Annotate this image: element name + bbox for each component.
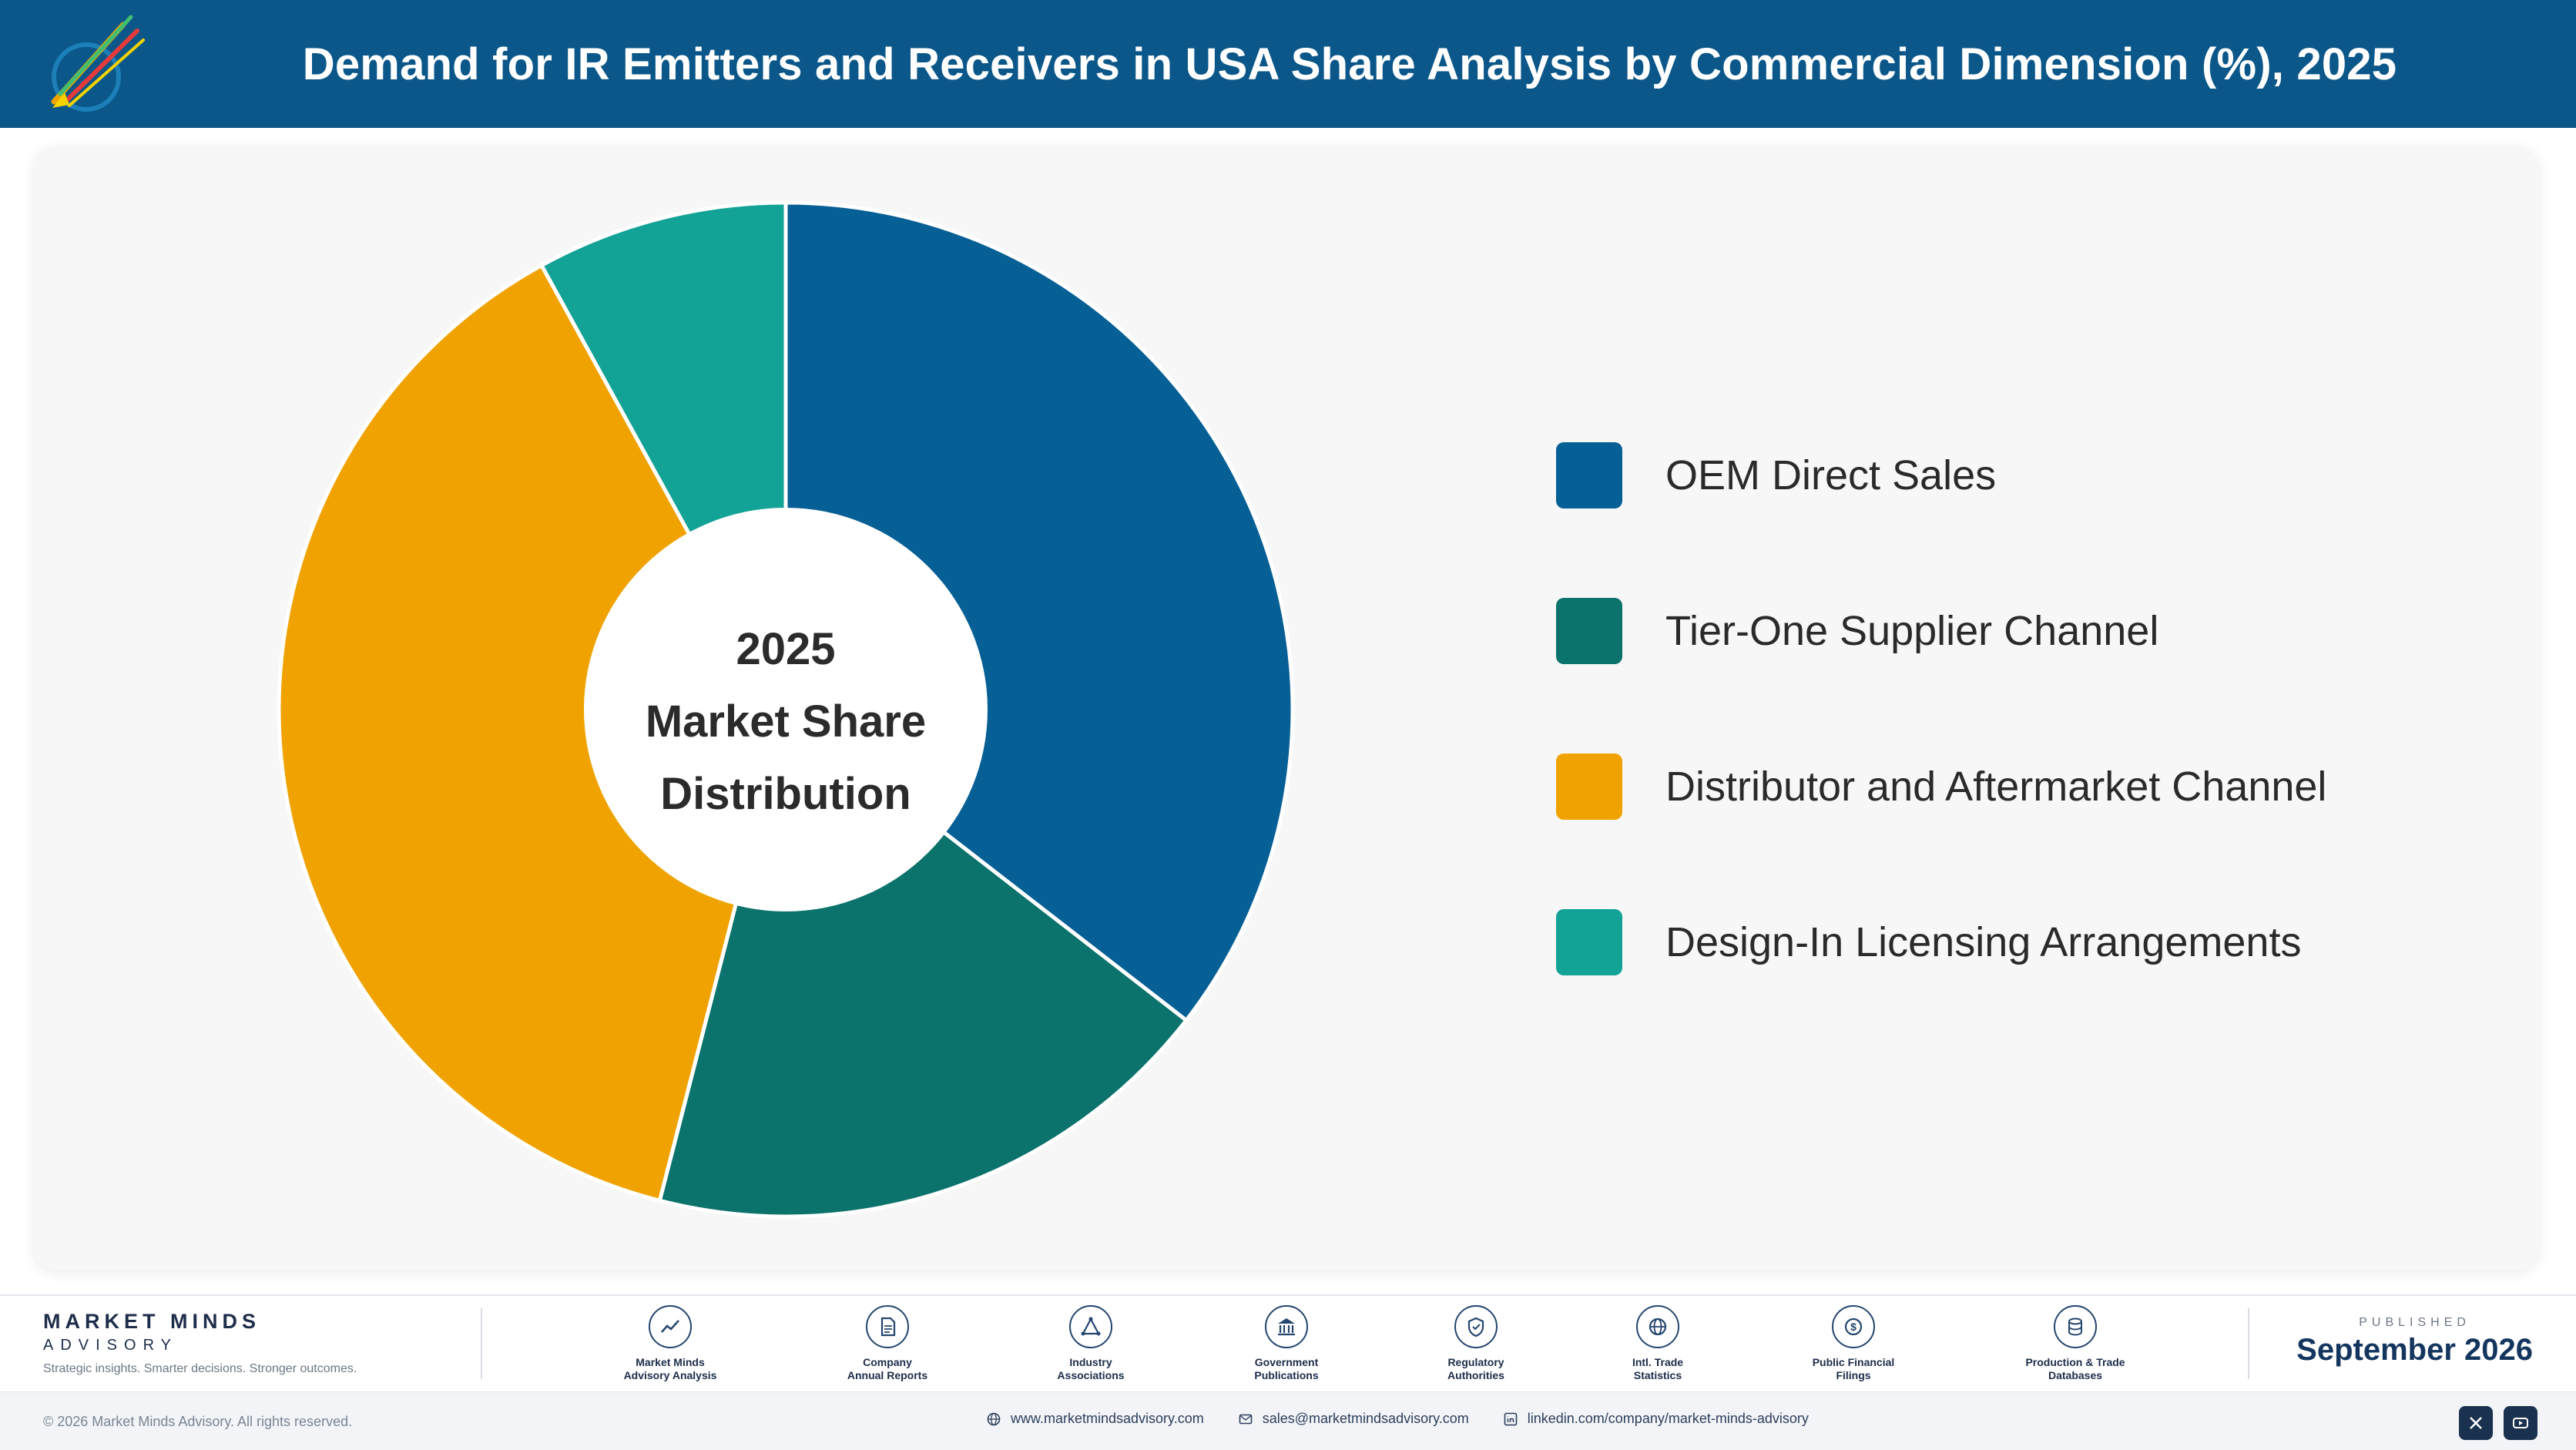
bank-icon xyxy=(1265,1305,1308,1348)
linkedin-link[interactable]: linkedin.com/company/market-minds-adviso… xyxy=(1503,1411,1809,1427)
published-date: September 2026 xyxy=(2296,1333,2533,1367)
brand-subtitle: ADVISORY xyxy=(43,1337,178,1354)
header-bar: Demand for IR Emitters and Receivers in … xyxy=(0,0,2576,128)
bottom-bar: © 2026 Market Minds Advisory. All rights… xyxy=(0,1391,2576,1450)
database-icon xyxy=(2054,1305,2097,1348)
pie-slice-oem-direct-sales xyxy=(783,200,1295,1022)
website-link[interactable]: www.marketmindsadvisory.com xyxy=(986,1411,1204,1427)
source-item: Regulatory Authorities xyxy=(1399,1305,1553,1382)
svg-text:$: $ xyxy=(1850,1321,1857,1333)
donut-hole xyxy=(584,508,988,911)
source-label: Intl. Trade Statistics xyxy=(1632,1356,1684,1381)
x-icon xyxy=(2470,1417,2482,1429)
network-icon xyxy=(1069,1305,1112,1348)
linkedin-icon xyxy=(1504,1412,1518,1425)
source-label: Regulatory Authorities xyxy=(1447,1356,1504,1381)
legend-label: Tier-One Supplier Channel xyxy=(1665,608,2159,654)
source-label: Government Publications xyxy=(1254,1356,1319,1381)
center-label-line-3: Distribution xyxy=(660,769,911,819)
globe-icon xyxy=(1636,1305,1679,1348)
source-label: Market Minds Advisory Analysis xyxy=(623,1356,717,1381)
social-links xyxy=(2448,1406,2537,1440)
source-item: Market Minds Advisory Analysis xyxy=(593,1305,747,1382)
mail-icon xyxy=(1239,1414,1253,1424)
footer-brand: MARKET MINDS ADVISORY Strategic insights… xyxy=(43,1310,357,1376)
source-item: Intl. Trade Statistics xyxy=(1581,1305,1735,1382)
source-item: $ Public Financial Filings xyxy=(1776,1305,1930,1382)
legend-label: OEM Direct Sales xyxy=(1665,452,1997,498)
legend-label: Design-In Licensing Arrangements xyxy=(1665,919,2302,965)
email-link[interactable]: sales@marketmindsadvisory.com xyxy=(1238,1411,1469,1427)
source-item: Production & Trade Databases xyxy=(1998,1305,2152,1382)
copyright-text: © 2026 Market Minds Advisory. All rights… xyxy=(43,1414,353,1429)
pie-slice-distributor-and-aftermarket-channel xyxy=(277,263,788,1203)
legend-label: Distributor and Aftermarket Channel xyxy=(1665,764,2327,810)
page-title: Demand for IR Emitters and Receivers in … xyxy=(302,39,2397,89)
legend-swatch xyxy=(1556,598,1622,664)
chart-legend: OEM Direct Sales Tier-One Supplier Chann… xyxy=(1556,442,2326,1065)
email-text: sales@marketmindsadvisory.com xyxy=(1262,1411,1469,1426)
legend-swatch xyxy=(1556,442,1622,509)
chart-line-icon xyxy=(649,1305,692,1348)
linkedin-text: linkedin.com/company/market-minds-adviso… xyxy=(1527,1411,1809,1426)
brand-name: MARKET MINDS xyxy=(43,1310,260,1333)
contact-links: www.marketmindsadvisory.com sales@market… xyxy=(986,1411,1843,1427)
youtube-social-button[interactable] xyxy=(2504,1406,2537,1440)
website-text: www.marketmindsadvisory.com xyxy=(1011,1411,1204,1426)
youtube-icon xyxy=(2513,1418,2528,1428)
x-social-button[interactable] xyxy=(2459,1406,2493,1440)
footer-divider xyxy=(481,1308,482,1379)
source-label: Company Annual Reports xyxy=(847,1356,928,1381)
center-label-line-2: Market Share xyxy=(646,696,926,747)
globe-icon xyxy=(987,1412,1001,1425)
document-icon xyxy=(866,1305,909,1348)
center-label-line-1: 2025 xyxy=(736,624,835,674)
brand-logo-icon xyxy=(51,15,145,112)
published-label: PUBLISHED xyxy=(2359,1316,2470,1329)
source-label: Public Financial Filings xyxy=(1812,1356,1895,1381)
legend-item-design-in-licensing: Design-In Licensing Arrangements xyxy=(1556,909,2326,975)
legend-item-oem-direct-sales: OEM Direct Sales xyxy=(1556,442,2326,509)
source-item: Government Publications xyxy=(1209,1305,1363,1382)
legend-swatch xyxy=(1556,909,1622,975)
footer-divider xyxy=(2248,1308,2249,1379)
legend-item-tier-one-supplier: Tier-One Supplier Channel xyxy=(1556,598,2326,664)
legend-item-distributor-aftermarket: Distributor and Aftermarket Channel xyxy=(1556,754,2326,820)
shield-icon xyxy=(1454,1305,1498,1348)
source-label: Production & Trade Databases xyxy=(2025,1356,2125,1381)
brand-tagline: Strategic insights. Smarter decisions. S… xyxy=(43,1362,357,1375)
donut-chart: 2025 Market Share Distribution xyxy=(277,200,1295,1217)
source-item: Company Annual Reports xyxy=(810,1305,964,1382)
coin-icon: $ xyxy=(1832,1305,1875,1348)
source-label: Industry Associations xyxy=(1057,1356,1125,1381)
source-list: Market Minds Advisory Analysis Company Ann… xyxy=(570,1305,2342,1390)
published-block: PUBLISHED September 2026 xyxy=(2296,1316,2533,1368)
legend-swatch xyxy=(1556,754,1622,820)
source-item: Industry Associations xyxy=(1014,1305,1168,1382)
